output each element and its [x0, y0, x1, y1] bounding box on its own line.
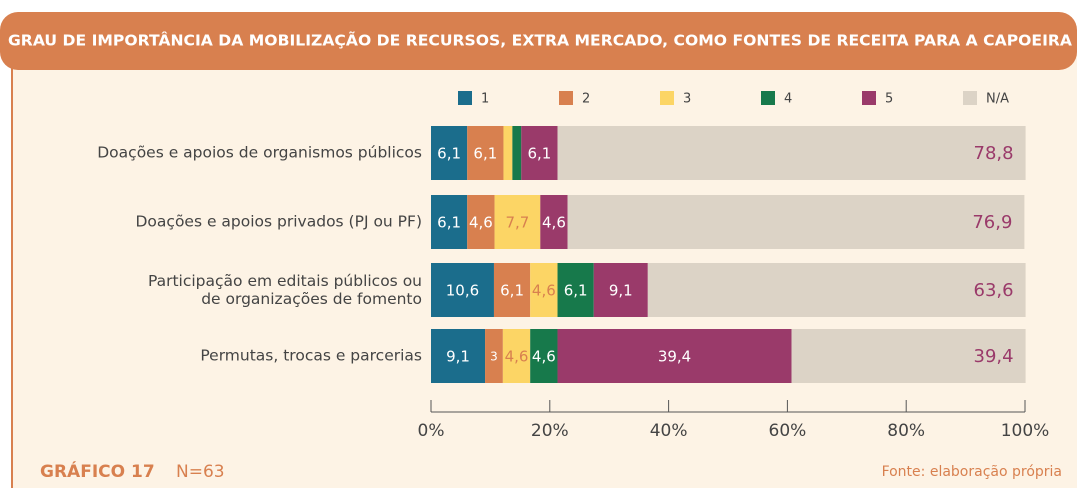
- bar-segment: [530, 263, 558, 317]
- bar-segment: [557, 329, 792, 383]
- x-tick-label: 40%: [650, 421, 688, 441]
- bar-segment: [557, 126, 1026, 180]
- legend-swatch: [660, 91, 674, 105]
- chart-title: GRAU DE IMPORTÂNCIA DA MOBILIZAÇÃO DE RE…: [8, 31, 1072, 50]
- bar-segment: [502, 329, 531, 383]
- value-label: 63,6: [974, 280, 1014, 301]
- bar-segment: [791, 329, 1026, 383]
- legend-label: 3: [683, 92, 691, 107]
- legend-swatch: [862, 91, 876, 105]
- legend-swatch: [761, 91, 775, 105]
- legend-label: 4: [784, 92, 792, 107]
- value-label: 9,1: [446, 348, 470, 366]
- legend-label: N/A: [986, 92, 1009, 107]
- x-tick-label: 20%: [531, 421, 569, 441]
- y-tick-label: Doações e apoios de organismos públicos: [97, 144, 422, 162]
- bar-segment: [540, 195, 568, 249]
- source: Fonte: elaboração própria: [882, 464, 1062, 480]
- figure-label: GRÁFICO 17: [40, 460, 155, 482]
- bar-segment: [467, 195, 495, 249]
- y-tick-label: Participação em editais públicos ou de or…: [148, 272, 422, 308]
- bar-segment: [431, 195, 468, 249]
- legend-label: 2: [582, 92, 590, 107]
- x-tick-label: 0%: [418, 421, 445, 441]
- bar-segment: [467, 126, 504, 180]
- bar-segment: [494, 195, 541, 249]
- bar-segment: [431, 263, 494, 317]
- legend-label: 1: [481, 92, 489, 107]
- bar-segment: [503, 126, 513, 180]
- value-label: 4,6: [532, 282, 556, 300]
- bar-segment: [557, 263, 594, 317]
- value-label: 4,6: [542, 214, 566, 232]
- value-label: 76,9: [972, 212, 1012, 233]
- value-label: 4,6: [505, 348, 529, 366]
- y-tick-label: Permutas, trocas e parcerias: [200, 347, 422, 365]
- value-label: 6,1: [527, 145, 551, 163]
- y-tick-label: Doações e apoios privados (PJ ou PF): [136, 213, 423, 231]
- bar-segment: [493, 263, 531, 317]
- value-label: 4,6: [469, 214, 493, 232]
- x-tick-label: 100%: [1001, 421, 1050, 441]
- bar-segment: [530, 329, 558, 383]
- bar-segment: [431, 329, 486, 383]
- value-label: 9,1: [609, 282, 633, 300]
- header-bar: [0, 12, 1077, 70]
- value-label: 6,1: [437, 214, 461, 232]
- legend-label: 5: [885, 92, 893, 107]
- value-label: 6,1: [500, 282, 524, 300]
- x-tick-label: 60%: [769, 421, 807, 441]
- value-label: 7,7: [505, 214, 529, 232]
- value-label: 6,1: [437, 145, 461, 163]
- value-label: 39,4: [974, 346, 1014, 367]
- legend-swatch: [963, 91, 977, 105]
- bar-segment: [521, 126, 558, 180]
- legend-swatch: [559, 91, 573, 105]
- bar-segment: [567, 195, 1025, 249]
- x-tick-label: 80%: [887, 421, 925, 441]
- value-label: 6,1: [564, 282, 588, 300]
- sample-size: N=63: [176, 462, 225, 482]
- bar-segment: [647, 263, 1026, 317]
- legend-swatch: [458, 91, 472, 105]
- bar-segment: [593, 263, 648, 317]
- value-label: 39,4: [658, 348, 691, 366]
- bar-segment: [512, 126, 522, 180]
- value-label: 3: [490, 350, 498, 364]
- value-label: 6,1: [473, 145, 497, 163]
- value-label: 10,6: [446, 282, 479, 300]
- value-label: 4,6: [532, 348, 556, 366]
- value-label: 78,8: [974, 143, 1014, 164]
- bar-segment: [431, 126, 468, 180]
- bar-segment: [485, 329, 503, 383]
